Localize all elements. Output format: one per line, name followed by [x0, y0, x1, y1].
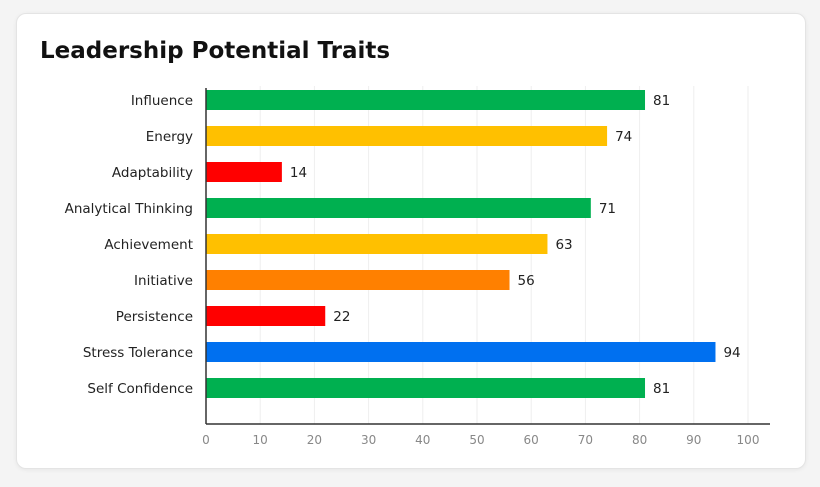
data-label: 56: [518, 273, 535, 289]
category-label: Influence: [131, 93, 193, 109]
data-label: 74: [615, 129, 632, 145]
category-label: Persistence: [116, 309, 193, 325]
bar-stress-tolerance: [206, 342, 716, 362]
category-label: Analytical Thinking: [65, 201, 193, 217]
x-tick-label: 30: [361, 433, 376, 447]
category-label: Self Confidence: [87, 381, 193, 397]
bar-influence: [206, 90, 646, 110]
bar-adaptability: [206, 162, 282, 182]
data-label: 81: [653, 381, 670, 397]
data-label: 81: [653, 93, 670, 109]
bar-initiative: [206, 270, 510, 290]
bar-persistence: [206, 306, 326, 326]
data-label: 22: [333, 309, 350, 325]
x-tick-label: 10: [253, 433, 268, 447]
category-label: Adaptability: [112, 165, 193, 181]
data-label: 71: [599, 201, 616, 217]
x-tick-label: 40: [415, 433, 430, 447]
x-tick-label: 50: [469, 433, 484, 447]
category-label: Energy: [146, 129, 193, 145]
x-tick-label: 20: [307, 433, 322, 447]
category-label: Achievement: [104, 237, 193, 253]
x-tick-label: 70: [578, 433, 593, 447]
category-label: Initiative: [134, 273, 193, 289]
bar-achievement: [206, 234, 548, 254]
category-label: Stress Tolerance: [83, 345, 193, 361]
bar-self-confidence: [206, 378, 646, 398]
x-tick-label: 80: [632, 433, 647, 447]
data-label: 63: [555, 237, 572, 253]
chart-title: Leadership Potential Traits: [40, 38, 391, 64]
x-tick-label: 60: [524, 433, 539, 447]
data-label: 94: [723, 345, 740, 361]
bar-analytical-thinking: [206, 198, 591, 218]
x-tick-label: 0: [202, 433, 210, 447]
data-label: 14: [290, 165, 307, 181]
bar-energy: [206, 126, 608, 146]
x-tick-label: 100: [737, 433, 760, 447]
x-tick-label: 90: [686, 433, 701, 447]
